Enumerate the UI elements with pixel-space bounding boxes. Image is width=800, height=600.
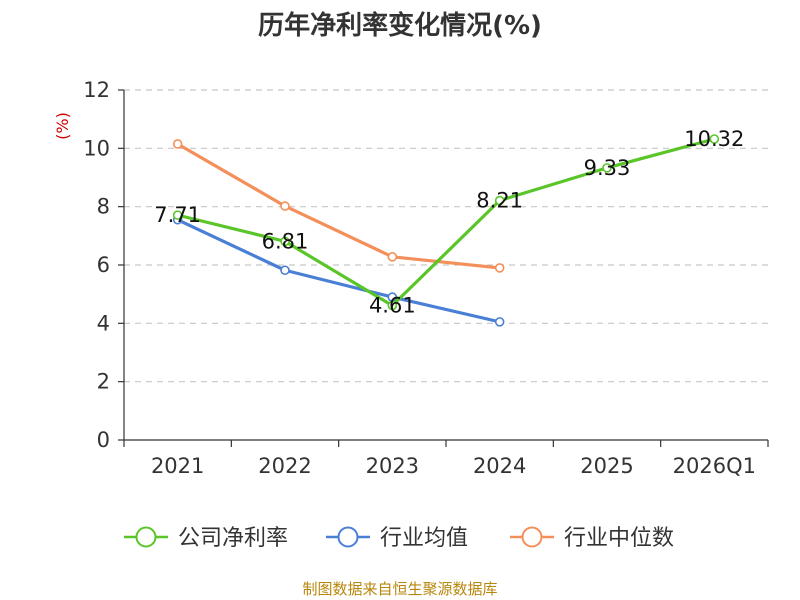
x-tick-label: 2025	[580, 454, 633, 478]
x-tick-label: 2022	[258, 454, 311, 478]
y-tick-label: 8	[97, 195, 110, 219]
legend-marker	[337, 526, 359, 548]
data-label: 7.71	[154, 203, 201, 227]
legend-label: 行业均值	[380, 526, 468, 551]
y-tick-label: 12	[83, 78, 110, 102]
y-tick-label: 6	[97, 253, 110, 277]
y-tick-label: 2	[97, 370, 110, 394]
data-point	[280, 265, 290, 276]
data-point	[172, 139, 183, 149]
legend-marker	[521, 526, 543, 548]
legend-marker	[135, 526, 157, 548]
data-point	[280, 201, 290, 211]
x-tick-label: 2024	[473, 454, 526, 478]
y-axis-unit: (%)	[53, 112, 72, 140]
data-point	[494, 195, 505, 206]
y-tick-label: 10	[83, 136, 110, 160]
data-label: 6.81	[262, 229, 309, 253]
data-label: 4.61	[369, 294, 416, 318]
data-label: 10.32	[684, 127, 744, 151]
y-tick-label: 0	[97, 428, 110, 452]
series-line-1	[176, 218, 501, 324]
data-point	[387, 300, 398, 311]
grid-lines	[124, 89, 768, 383]
chart-title: 历年净利率变化情况(%)	[258, 10, 542, 41]
x-tick-label: 2023	[366, 454, 419, 478]
series	[172, 134, 720, 327]
legend-label: 公司净利率	[178, 526, 288, 551]
data-point	[387, 252, 398, 262]
legend-label: 行业中位数	[564, 526, 674, 551]
data-label: 9.33	[584, 156, 631, 180]
data-point	[494, 263, 505, 273]
x-tick-label: 2026Q1	[673, 454, 756, 478]
data-point	[602, 163, 612, 173]
source-note: 制图数据来自恒生聚源数据库	[302, 580, 497, 598]
data-point	[172, 210, 183, 220]
data-labels: 7.71 6.81 4.61 8.21 9.33 10.32	[154, 127, 744, 318]
y-tick-label: 4	[97, 311, 110, 335]
series-line-0	[177, 137, 715, 308]
data-label: 8.21	[476, 189, 523, 213]
x-tick-label: 2021	[151, 454, 204, 478]
series-line-2	[176, 142, 500, 270]
data-point	[280, 236, 290, 247]
data-point	[494, 317, 505, 327]
axes: 0 2 4 6 8 10 12 2021 2022 2023 2024 2025 2026Q1	[83, 78, 769, 478]
data-point	[709, 134, 720, 144]
legend: 公司净利率 行业均值 行业中位数	[124, 526, 674, 551]
